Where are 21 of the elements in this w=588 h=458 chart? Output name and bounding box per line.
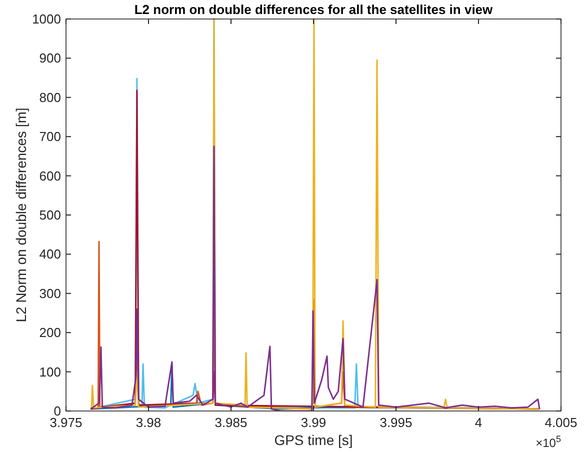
x-tick-label: 3.985 [214,415,248,430]
y-axis-title: L2 Norm on double differences [m] [13,108,29,322]
chart-title: L2 norm on double differences for all the satellites in view [134,2,494,17]
y-tick-label: 400 [39,246,61,262]
y-tick-label: 700 [39,129,61,144]
y-tick-label: 800 [39,90,61,105]
text: ×10$^{5}$ [536,434,561,450]
x-tick-label: 3.995 [380,415,412,430]
y-tick-label: 100 [39,364,61,380]
x-tick-label: 4.005 [544,415,578,430]
y-tick-label: 1000 [32,12,61,26]
y-tick-label: 500 [39,208,61,222]
y-tick-label: 900 [39,50,61,66]
x-tick-label: 4 [474,415,482,430]
line-series [90,146,540,411]
y-tick-label: 300 [39,286,61,301]
y-tick-label: 600 [39,168,61,184]
y-tick-label: 200 [39,325,61,340]
x-tick-label: 3.98 [136,415,162,430]
x-tick-label: 3.99 [300,415,326,430]
x-axis-title: GPS time [s] [274,432,353,448]
